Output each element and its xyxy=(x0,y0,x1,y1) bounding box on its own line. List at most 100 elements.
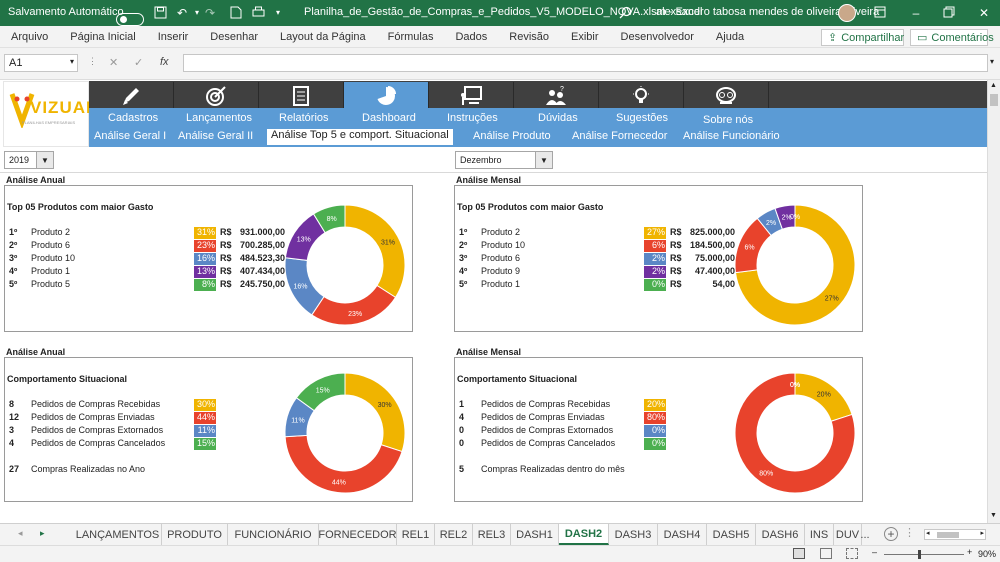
zoom-out-icon[interactable]: – xyxy=(872,547,878,557)
undo-dropdown-icon[interactable]: ▾ xyxy=(194,8,199,17)
close-icon[interactable]: ✕ xyxy=(978,6,990,20)
menu-formulas[interactable]: Fórmulas xyxy=(387,30,434,43)
print-preview-icon[interactable] xyxy=(251,6,265,20)
tab-ins[interactable]: INS xyxy=(805,524,834,545)
subnav-analise-top5[interactable]: Análise Top 5 e comport. Situacional xyxy=(267,129,453,145)
new-file-icon[interactable] xyxy=(229,6,243,20)
zoom-slider-thumb[interactable] xyxy=(918,550,921,559)
cancel-icon[interactable]: ✕ xyxy=(109,57,119,69)
nav-instrucoes[interactable]: Instruções xyxy=(447,112,498,124)
normal-view-icon[interactable] xyxy=(793,548,805,559)
enter-icon[interactable]: ✓ xyxy=(134,57,144,69)
menu-desenvolvedor[interactable]: Desenvolvedor xyxy=(620,30,694,43)
comments-button[interactable]: ▭ Comentários xyxy=(910,29,994,46)
scroll-down-icon[interactable]: ▼ xyxy=(990,512,997,519)
tab-scroll-left-icon[interactable]: ◂ xyxy=(18,528,23,538)
nav-cadastros[interactable]: Cadastros xyxy=(108,112,159,124)
page-layout-view-icon[interactable] xyxy=(820,548,832,559)
nav-icon-instrucoes[interactable] xyxy=(429,82,514,109)
expand-formula-icon[interactable]: ▾ xyxy=(990,57,995,66)
nav-icon-dashboard[interactable] xyxy=(344,82,429,109)
tab-dash1[interactable]: DASH1 xyxy=(511,524,559,545)
hscroll-right-icon[interactable]: ▸ xyxy=(980,530,984,537)
menu-inserir[interactable]: Inserir xyxy=(157,30,189,43)
scroll-up-icon[interactable]: ▲ xyxy=(990,82,997,89)
restore-icon[interactable] xyxy=(942,6,956,20)
total-count: 27 xyxy=(9,464,20,474)
rank: 5º xyxy=(9,279,18,289)
add-sheet-button[interactable]: + xyxy=(884,527,898,541)
tab-funcionário[interactable]: FUNCIONÁRIO xyxy=(228,524,319,545)
vertical-scrollbar[interactable]: ▲ ▼ xyxy=(987,80,1000,523)
menu-desenhar[interactable]: Desenhar xyxy=(210,30,258,43)
redo-icon[interactable]: ↷ xyxy=(204,6,216,20)
tab-rel2[interactable]: REL2 xyxy=(435,524,473,545)
nav-sobre-nos[interactable]: Sobre nós xyxy=(703,114,754,126)
search-icon[interactable] xyxy=(618,6,632,20)
menu-pagina-inicial[interactable]: Página Inicial xyxy=(70,30,136,43)
nav-icon-lancamentos[interactable] xyxy=(174,82,259,109)
hscroll-left-icon[interactable]: ◂ xyxy=(926,530,930,537)
chevron-down-icon[interactable]: ▼ xyxy=(535,152,552,168)
nav-lancamentos[interactable]: Lançamentos xyxy=(186,112,253,124)
zoom-slider[interactable] xyxy=(884,554,964,555)
panel-top-monthly: Top 05 Produtos com maior Gasto 1º Produt… xyxy=(454,185,863,332)
menu-arquivo[interactable]: Arquivo xyxy=(11,30,49,43)
year-select[interactable]: 2019 ▼ xyxy=(4,151,54,169)
tab-rel3[interactable]: REL3 xyxy=(473,524,511,545)
undo-icon[interactable]: ↶ xyxy=(176,6,188,20)
subnav-analise-geral-2[interactable]: Análise Geral II xyxy=(178,130,254,142)
minimize-icon[interactable]: – xyxy=(912,6,920,20)
subnav-analise-fornecedor[interactable]: Análise Fornecedor xyxy=(572,130,668,142)
tab-dash2[interactable]: DASH2 xyxy=(559,524,609,545)
name-box[interactable]: A1 ▾ xyxy=(4,54,78,72)
nav-duvidas[interactable]: Dúvidas xyxy=(538,112,578,124)
share-button[interactable]: ⇪ Compartilhar xyxy=(821,29,904,46)
nav-dashboard[interactable]: Dashboard xyxy=(362,112,416,124)
menu-exibir[interactable]: Exibir xyxy=(571,30,599,43)
tab-scroll-right-icon[interactable]: ▸ xyxy=(40,528,45,538)
tab-more-button[interactable]: ... xyxy=(860,528,870,541)
nav-icon-sugestoes[interactable] xyxy=(599,82,684,109)
menu-layout-pagina[interactable]: Layout da Página xyxy=(280,30,366,43)
nav-sugestoes[interactable]: Sugestões xyxy=(616,112,668,124)
horizontal-scrollbar[interactable]: ◂ ▸ xyxy=(924,529,986,540)
tab-fornecedor[interactable]: FORNECEDOR xyxy=(318,524,397,545)
menu-ajuda[interactable]: Ajuda xyxy=(715,30,745,43)
month-select[interactable]: Dezembro ▼ xyxy=(455,151,553,169)
autosave-toggle[interactable] xyxy=(116,12,144,26)
tab-dash5[interactable]: DASH5 xyxy=(707,524,756,545)
tab-rel1[interactable]: REL1 xyxy=(397,524,435,545)
worksheet[interactable]: VIZUAL PLANILHAS EMPRESARIAIS ? Cadas xyxy=(0,80,987,523)
chevron-down-icon[interactable]: ▾ xyxy=(69,57,74,66)
menu-revisao[interactable]: Revisão xyxy=(509,30,550,43)
zoom-level[interactable]: 90% xyxy=(978,549,997,559)
nav-icon-relatorios[interactable] xyxy=(259,82,344,109)
chevron-down-icon[interactable]: ▼ xyxy=(36,152,53,168)
nav-icon-sobre[interactable] xyxy=(684,82,769,109)
nav-relatorios[interactable]: Relatórios xyxy=(279,112,329,124)
nav-icon-duvidas[interactable]: ? xyxy=(514,82,599,109)
ribbon-display-icon[interactable] xyxy=(873,6,887,20)
avatar[interactable] xyxy=(838,4,856,22)
tab-duv[interactable]: DUV xyxy=(834,524,862,545)
subnav-analise-geral-1[interactable]: Análise Geral I xyxy=(94,130,167,142)
customize-toolbar-icon[interactable]: ▾ xyxy=(275,8,280,17)
save-icon[interactable] xyxy=(153,6,167,20)
zoom-in-icon[interactable]: + xyxy=(967,547,973,557)
tab-dash6[interactable]: DASH6 xyxy=(756,524,805,545)
formula-input[interactable] xyxy=(183,54,988,72)
subnav-analise-produto[interactable]: Análise Produto xyxy=(473,130,551,142)
scroll-thumb[interactable] xyxy=(990,94,998,106)
nav-icon-cadastros[interactable] xyxy=(89,82,174,109)
tab-lançamentos[interactable]: LANÇAMENTOS xyxy=(74,524,162,545)
insert-function-icon[interactable]: fx xyxy=(160,56,169,68)
tab-dash3[interactable]: DASH3 xyxy=(609,524,658,545)
subnav-analise-funcionario[interactable]: Análise Funcionário xyxy=(683,130,780,142)
tab-produto[interactable]: PRODUTO xyxy=(162,524,228,545)
hscroll-thumb[interactable] xyxy=(937,532,959,538)
page-break-view-icon[interactable] xyxy=(846,548,858,559)
tab-dash4[interactable]: DASH4 xyxy=(658,524,707,545)
menu-dados[interactable]: Dados xyxy=(455,30,488,43)
product-name: Produto 2 xyxy=(31,227,71,237)
